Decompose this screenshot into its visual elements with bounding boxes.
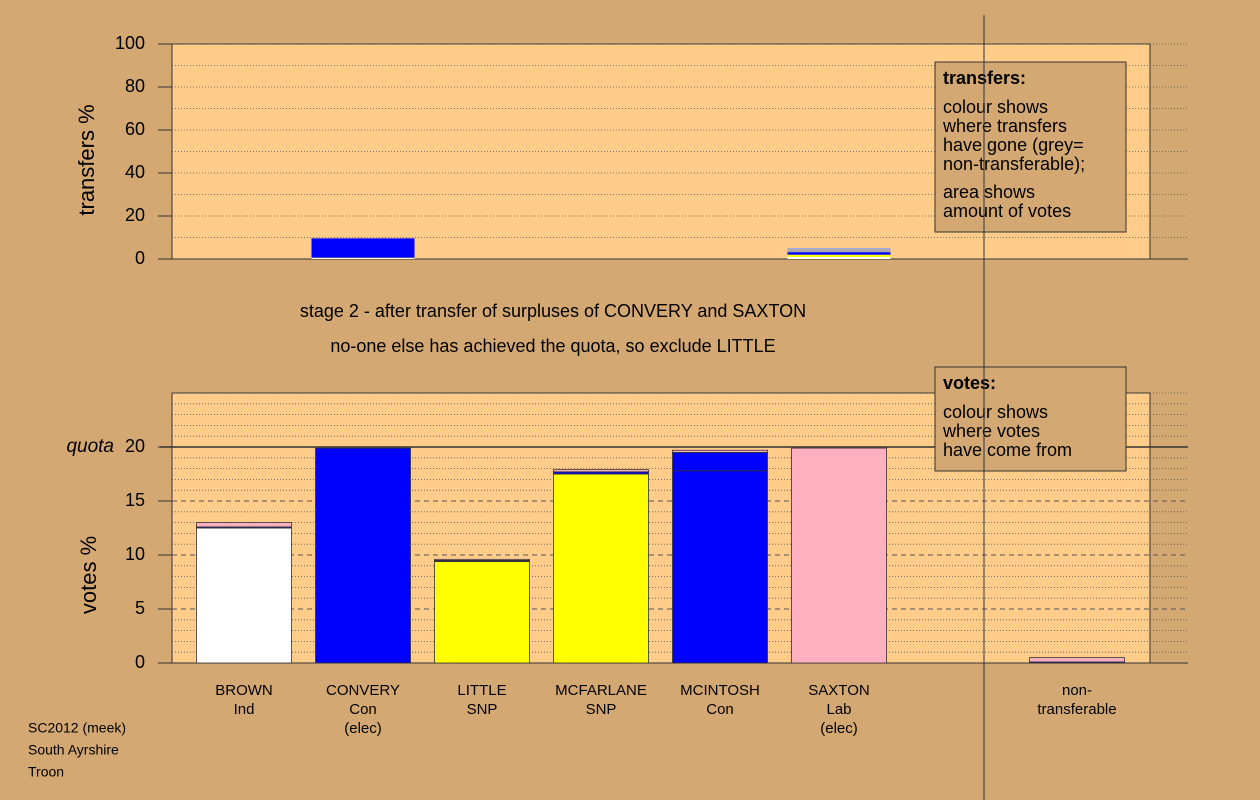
- bar-segment: [553, 469, 649, 473]
- x-tick-label: SNP: [467, 701, 498, 718]
- legend-box: [934, 366, 1127, 472]
- footer: SC2012 (meek): [28, 720, 126, 736]
- bar-segment: [787, 249, 891, 253]
- legend-text: non-transferable);: [943, 154, 1085, 174]
- y-tick-label: 20: [125, 205, 145, 225]
- chart-title: stage 2 - after transfer of surpluses of…: [300, 301, 806, 321]
- footer: South Ayrshire: [28, 742, 119, 758]
- legend-text: amount of votes: [943, 201, 1071, 221]
- x-tick-label: (elec): [820, 720, 858, 737]
- x-tick-label: BROWN: [215, 682, 273, 699]
- y-tick-label: 40: [125, 162, 145, 182]
- x-tick-label: MCFARLANE: [555, 682, 647, 699]
- bar-segment: [553, 473, 649, 664]
- x-tick-label: non-: [1062, 682, 1092, 699]
- y-axis-label: votes %: [76, 536, 101, 614]
- legend-text: where votes: [942, 421, 1040, 441]
- y-tick-label: 20: [125, 436, 145, 456]
- legend-title: votes:: [943, 373, 996, 393]
- legend-title: transfers:: [943, 68, 1026, 88]
- bar-segment: [672, 470, 768, 664]
- y-tick-label: 100: [115, 33, 145, 53]
- bar-segment: [196, 522, 292, 528]
- y-tick-label: 80: [125, 76, 145, 96]
- bar-segment: [787, 248, 891, 250]
- bar-segment: [672, 451, 768, 472]
- x-tick-label: MCINTOSH: [680, 682, 760, 699]
- x-tick-label: (elec): [344, 720, 382, 737]
- bar-segment: [787, 256, 891, 259]
- bar-segment: [791, 447, 887, 664]
- x-tick-label: Lab: [826, 701, 851, 718]
- y-tick-label: 0: [135, 652, 145, 672]
- bar-segment: [434, 561, 530, 664]
- legend-text: have gone (grey=: [943, 135, 1084, 155]
- x-tick-label: transferable: [1037, 701, 1116, 718]
- y-axis-label: transfers %: [74, 104, 99, 215]
- bar-segment: [311, 258, 415, 259]
- x-tick-label: CONVERY: [326, 682, 400, 699]
- bar-segment: [196, 527, 292, 664]
- quota-label: quota: [66, 436, 114, 457]
- x-tick-label: Ind: [234, 701, 255, 718]
- chart-title: no-one else has achieved the quota, so e…: [330, 336, 775, 356]
- bar-segment: [1029, 657, 1125, 663]
- x-tick-label: SAXTON: [808, 682, 869, 699]
- x-tick-label: Con: [706, 701, 734, 718]
- y-tick-label: 15: [125, 490, 145, 510]
- y-tick-label: 0: [135, 248, 145, 268]
- footer: Troon: [28, 764, 64, 780]
- bar-segment: [787, 252, 891, 255]
- bar-segment: [672, 449, 768, 453]
- y-tick-label: 60: [125, 119, 145, 139]
- x-tick-label: SNP: [586, 701, 617, 718]
- legend-box: [934, 61, 1127, 233]
- legend-text: have come from: [943, 440, 1072, 460]
- bar-segment: [787, 254, 891, 257]
- bar-segment: [315, 447, 411, 664]
- y-tick-label: 10: [125, 544, 145, 564]
- x-tick-label: Con: [349, 701, 377, 718]
- y-tick-label: 5: [135, 598, 145, 618]
- legend-text: area shows: [943, 182, 1035, 202]
- x-tick-label: LITTLE: [457, 682, 506, 699]
- legend-text: colour shows: [943, 402, 1048, 422]
- legend-text: colour shows: [943, 97, 1048, 117]
- bar-segment: [311, 238, 415, 258]
- bar-segment: [434, 558, 530, 561]
- legend-text: where transfers: [942, 116, 1067, 136]
